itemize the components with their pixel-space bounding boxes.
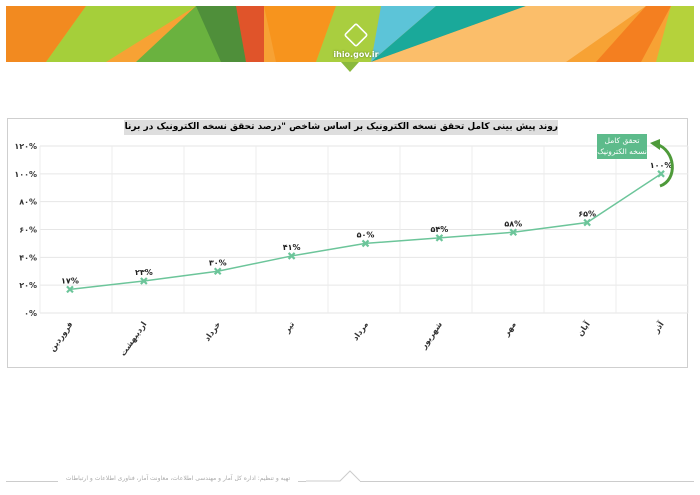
x-tick-label: مهر <box>501 320 518 338</box>
data-label: ۴۱% <box>283 243 301 252</box>
data-label: ۱۷% <box>61 276 79 285</box>
annotation-callout: تحقق کامل نسخه الکترونیک <box>597 134 647 159</box>
y-tick-label: ۶۰% <box>19 226 37 235</box>
x-tick-label: اردیبهشت <box>118 320 148 358</box>
data-point-marker <box>583 218 591 227</box>
data-point-marker <box>140 277 148 285</box>
banner-graphic <box>6 6 694 62</box>
data-point-marker <box>213 267 222 276</box>
data-label: ۵۴% <box>430 225 448 234</box>
y-tick-label: ۱۲۰% <box>14 142 37 151</box>
header-banner: ihio.gov.ir <box>6 6 694 62</box>
x-tick-label: فروردین <box>48 320 75 353</box>
data-point-marker <box>287 252 296 260</box>
data-label: ۱۰۰% <box>650 161 673 170</box>
data-label: ۶۵% <box>578 210 596 219</box>
arrow-head-icon <box>650 139 660 150</box>
y-tick-label: ۴۰% <box>19 253 37 262</box>
y-tick-label: ۰% <box>24 309 37 318</box>
x-tick-label: شهریور <box>418 320 444 351</box>
data-point-marker <box>435 234 444 242</box>
logo-url: ihio.gov.ir <box>333 50 379 59</box>
y-tick-label: ۸۰% <box>19 198 37 207</box>
data-label: ۵۰% <box>357 230 375 239</box>
data-point-marker <box>361 239 370 248</box>
x-tick-label: آبان <box>575 319 592 338</box>
footer-divider <box>360 481 694 482</box>
banner-pointer <box>341 62 359 72</box>
data-point-marker <box>509 228 518 237</box>
x-tick-label: آذر <box>650 319 665 335</box>
y-tick-label: ۲۰% <box>19 281 37 290</box>
data-point-marker <box>657 170 665 178</box>
data-label: ۲۳% <box>135 268 153 277</box>
curved-arrow-icon <box>655 142 674 188</box>
chart-title: روند پیش بینی کامل تحقق نسخه الکترونیک ب… <box>124 120 558 135</box>
data-label: ۵۸% <box>504 219 522 228</box>
footer-credit: تهیه و تنظیم: اداره کل آمار و مهندسی اطل… <box>58 475 298 482</box>
y-tick-label: ۱۰۰% <box>14 170 37 179</box>
logo: ihio.gov.ir <box>316 22 396 62</box>
data-point-marker <box>66 285 74 294</box>
x-tick-label: خرداد <box>203 320 223 343</box>
x-tick-label: تیر <box>282 320 296 335</box>
data-label: ۳۰% <box>209 258 227 267</box>
x-tick-label: مرداد <box>351 320 370 342</box>
